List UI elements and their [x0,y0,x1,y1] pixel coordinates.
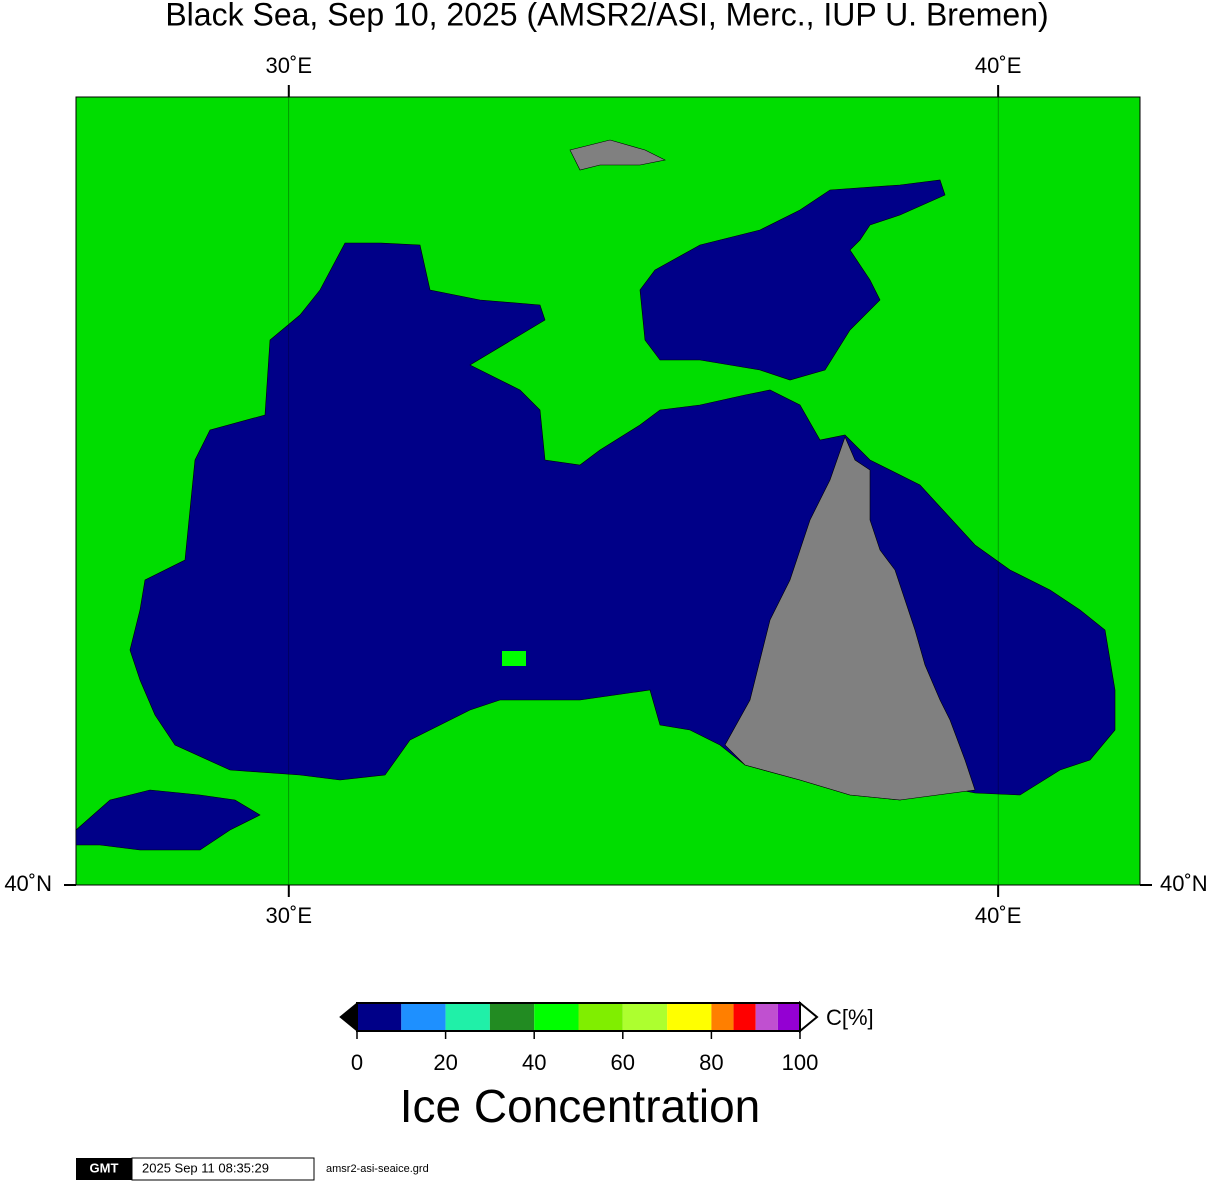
x-tick-label: 30˚E [266,53,312,78]
colorbar-segment [622,1003,668,1031]
sea [75,789,261,851]
colorbar-segment [667,1003,712,1031]
colorbar-title: Ice Concentration [400,1080,761,1132]
x-tick-label: 40˚E [975,903,1021,928]
gmt-logo-text: GMT [90,1160,119,1175]
colorbar-tick-label: 40 [522,1050,546,1075]
ice-cell [502,651,526,666]
y-tick-label: 40˚N [1160,871,1208,896]
colorbar-segment [777,1003,800,1031]
colorbar-over [799,1000,819,1034]
x-tick-label: 30˚E [266,903,312,928]
no-data-region [569,139,666,171]
colorbar-segment [578,1003,623,1031]
colorbar-under [339,1001,358,1033]
colorbar-segment [733,1003,756,1031]
colorbar-tick-label: 20 [433,1050,457,1075]
timestamp-box [131,1157,315,1181]
colorbar-segment [445,1003,490,1031]
colorbar-segment [711,1003,734,1031]
colorbar-segment [357,1003,402,1031]
colorbar-tick-label: 100 [782,1050,819,1075]
y-tick-label: 40˚N [4,871,52,896]
colorbar-segment [534,1003,579,1031]
colorbar-tick-label: 0 [351,1050,363,1075]
file-name: amsr2-asi-seaice.grd [326,1163,429,1175]
colorbar-tick-label: 80 [699,1050,723,1075]
colorbar-frame [356,1002,801,1032]
colorbar-segment [755,1003,778,1031]
gmt-logo [76,1158,132,1180]
timestamp: 2025 Sep 11 08:35:29 [142,1160,269,1175]
sea [639,179,946,381]
no-data-region [724,436,976,801]
x-tick-label: 40˚E [975,53,1021,78]
title: Black Sea, Sep 10, 2025 (AMSR2/ASI, Merc… [165,0,1048,32]
colorbar-segment [401,1003,446,1031]
colorbar-tick-label: 60 [611,1050,635,1075]
colorbar-segment [489,1003,535,1031]
colorbar-unit: C[%] [826,1005,874,1030]
